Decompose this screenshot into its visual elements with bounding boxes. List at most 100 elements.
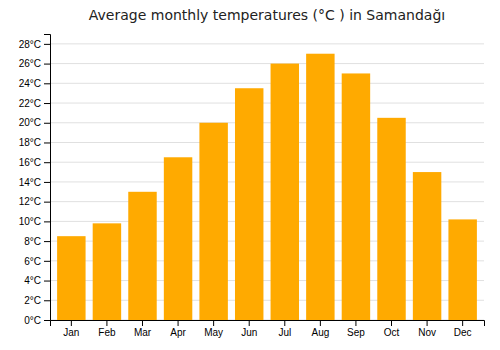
y-tick-label: 4°C	[24, 275, 41, 286]
x-tick: Jul	[278, 320, 291, 338]
x-tick-mark	[178, 320, 179, 326]
x-tick-mark	[355, 320, 356, 326]
y-tick-mark	[44, 320, 50, 321]
x-tick-mark	[71, 320, 72, 326]
x-tick-mark	[391, 320, 392, 326]
bar	[93, 223, 121, 320]
bar	[128, 192, 156, 320]
x-tick: Jan	[63, 320, 79, 338]
y-tick: 10°C	[19, 216, 50, 227]
grid-line	[50, 103, 484, 104]
bar	[306, 54, 334, 320]
bars	[57, 54, 477, 320]
y-tick-label: 0°C	[24, 315, 41, 326]
x-tick: May	[204, 320, 223, 338]
x-tick: Apr	[170, 320, 186, 338]
x-tick-mark	[213, 320, 214, 326]
y-tick-mark	[44, 83, 50, 84]
x-tick-label: Jul	[278, 327, 291, 338]
grid-line	[50, 122, 484, 123]
title: Average monthly temperatures (°C ) in Sa…	[89, 7, 445, 23]
y-tick-label: 6°C	[24, 256, 41, 267]
x-tick: Dec	[454, 320, 472, 338]
y-tick-label: 8°C	[24, 236, 41, 247]
y-tick: 12°C	[19, 196, 50, 207]
x-tick-mark	[142, 320, 143, 326]
y-tick: 0°C	[24, 315, 50, 326]
y-tick: 22°C	[19, 98, 50, 109]
bar	[235, 88, 263, 320]
y-tick-mark	[44, 103, 50, 104]
y-tick-mark	[44, 202, 50, 203]
x-tick: Mar	[134, 320, 152, 338]
y-tick: 14°C	[19, 177, 50, 188]
y-tick-label: 22°C	[19, 98, 41, 109]
x-tick-mark	[427, 320, 428, 326]
x-axis: Jan Feb Mar Apr May Jun Jul Aug Sep Oct Nov Dec	[51, 320, 485, 338]
y-tick-mark	[44, 261, 50, 262]
y-tick-label: 12°C	[19, 196, 41, 207]
y-tick: 24°C	[19, 78, 50, 89]
y-tick-mark	[44, 281, 50, 282]
x-tick-label: Aug	[311, 327, 329, 338]
y-axis: 0°C2°C4°C6°C8°C10°C12°C14°C16°C18°C20°C2…	[19, 35, 51, 326]
y-tick-label: 2°C	[24, 295, 41, 306]
grid-line	[50, 142, 484, 143]
bar	[448, 219, 476, 320]
y-tick-mark	[44, 182, 50, 183]
y-tick-mark	[44, 44, 50, 45]
x-tick-label: Dec	[454, 327, 472, 338]
y-tick-label: 10°C	[19, 216, 41, 227]
y-tick-mark	[44, 64, 50, 65]
grid-line	[50, 63, 484, 64]
y-tick-label: 26°C	[19, 58, 41, 69]
chart: 0°C2°C4°C6°C8°C10°C12°C14°C16°C18°C20°C2…	[0, 0, 500, 350]
y-tick-mark	[44, 300, 50, 301]
bar	[57, 236, 85, 320]
y-tick-label: 24°C	[19, 78, 41, 89]
y-tick: 6°C	[24, 256, 50, 267]
bar	[271, 64, 299, 320]
y-tick-mark	[44, 123, 50, 124]
y-tick-label: 14°C	[19, 177, 41, 188]
bar	[199, 123, 227, 320]
y-tick-mark	[44, 162, 50, 163]
bar	[342, 73, 370, 320]
y-tick-mark	[44, 221, 50, 222]
x-tick: Feb	[98, 320, 116, 338]
bar	[413, 172, 441, 320]
x-tick-mark	[106, 320, 107, 326]
x-tick-label: Nov	[418, 327, 436, 338]
y-tick: 16°C	[19, 157, 50, 168]
x-tick: Sep	[347, 320, 365, 338]
x-tick-mark	[284, 320, 285, 326]
x-tick: Nov	[418, 320, 436, 338]
y-tick: 2°C	[24, 295, 50, 306]
y-tick: 4°C	[24, 275, 50, 286]
y-tick-mark	[44, 241, 50, 242]
y-tick: 18°C	[19, 137, 50, 148]
y-tick-label: 16°C	[19, 157, 41, 168]
y-tick-label: 28°C	[19, 39, 41, 50]
grid	[50, 44, 484, 320]
x-tick-mark	[320, 320, 321, 326]
x-tick-label: Sep	[347, 327, 365, 338]
x-tick-label: Mar	[134, 327, 152, 338]
plot: 0°C2°C4°C6°C8°C10°C12°C14°C16°C18°C20°C2…	[19, 35, 485, 339]
y-tick: 26°C	[19, 58, 50, 69]
y-tick-mark	[44, 142, 50, 143]
x-tick-label: Oct	[384, 327, 400, 338]
x-tick-label: Feb	[98, 327, 116, 338]
x-tick-mark	[249, 320, 250, 326]
x-tick: Jun	[241, 320, 257, 338]
x-tick-mark	[462, 320, 463, 326]
x-tick: Aug	[311, 320, 329, 338]
y-axis-line	[44, 35, 51, 321]
y-tick: 8°C	[24, 236, 50, 247]
grid-line	[50, 83, 484, 84]
x-tick: Oct	[384, 320, 400, 338]
x-tick-label: Jun	[241, 327, 257, 338]
grid-line	[50, 162, 484, 163]
y-tick: 28°C	[19, 39, 50, 50]
y-tick-label: 18°C	[19, 137, 41, 148]
